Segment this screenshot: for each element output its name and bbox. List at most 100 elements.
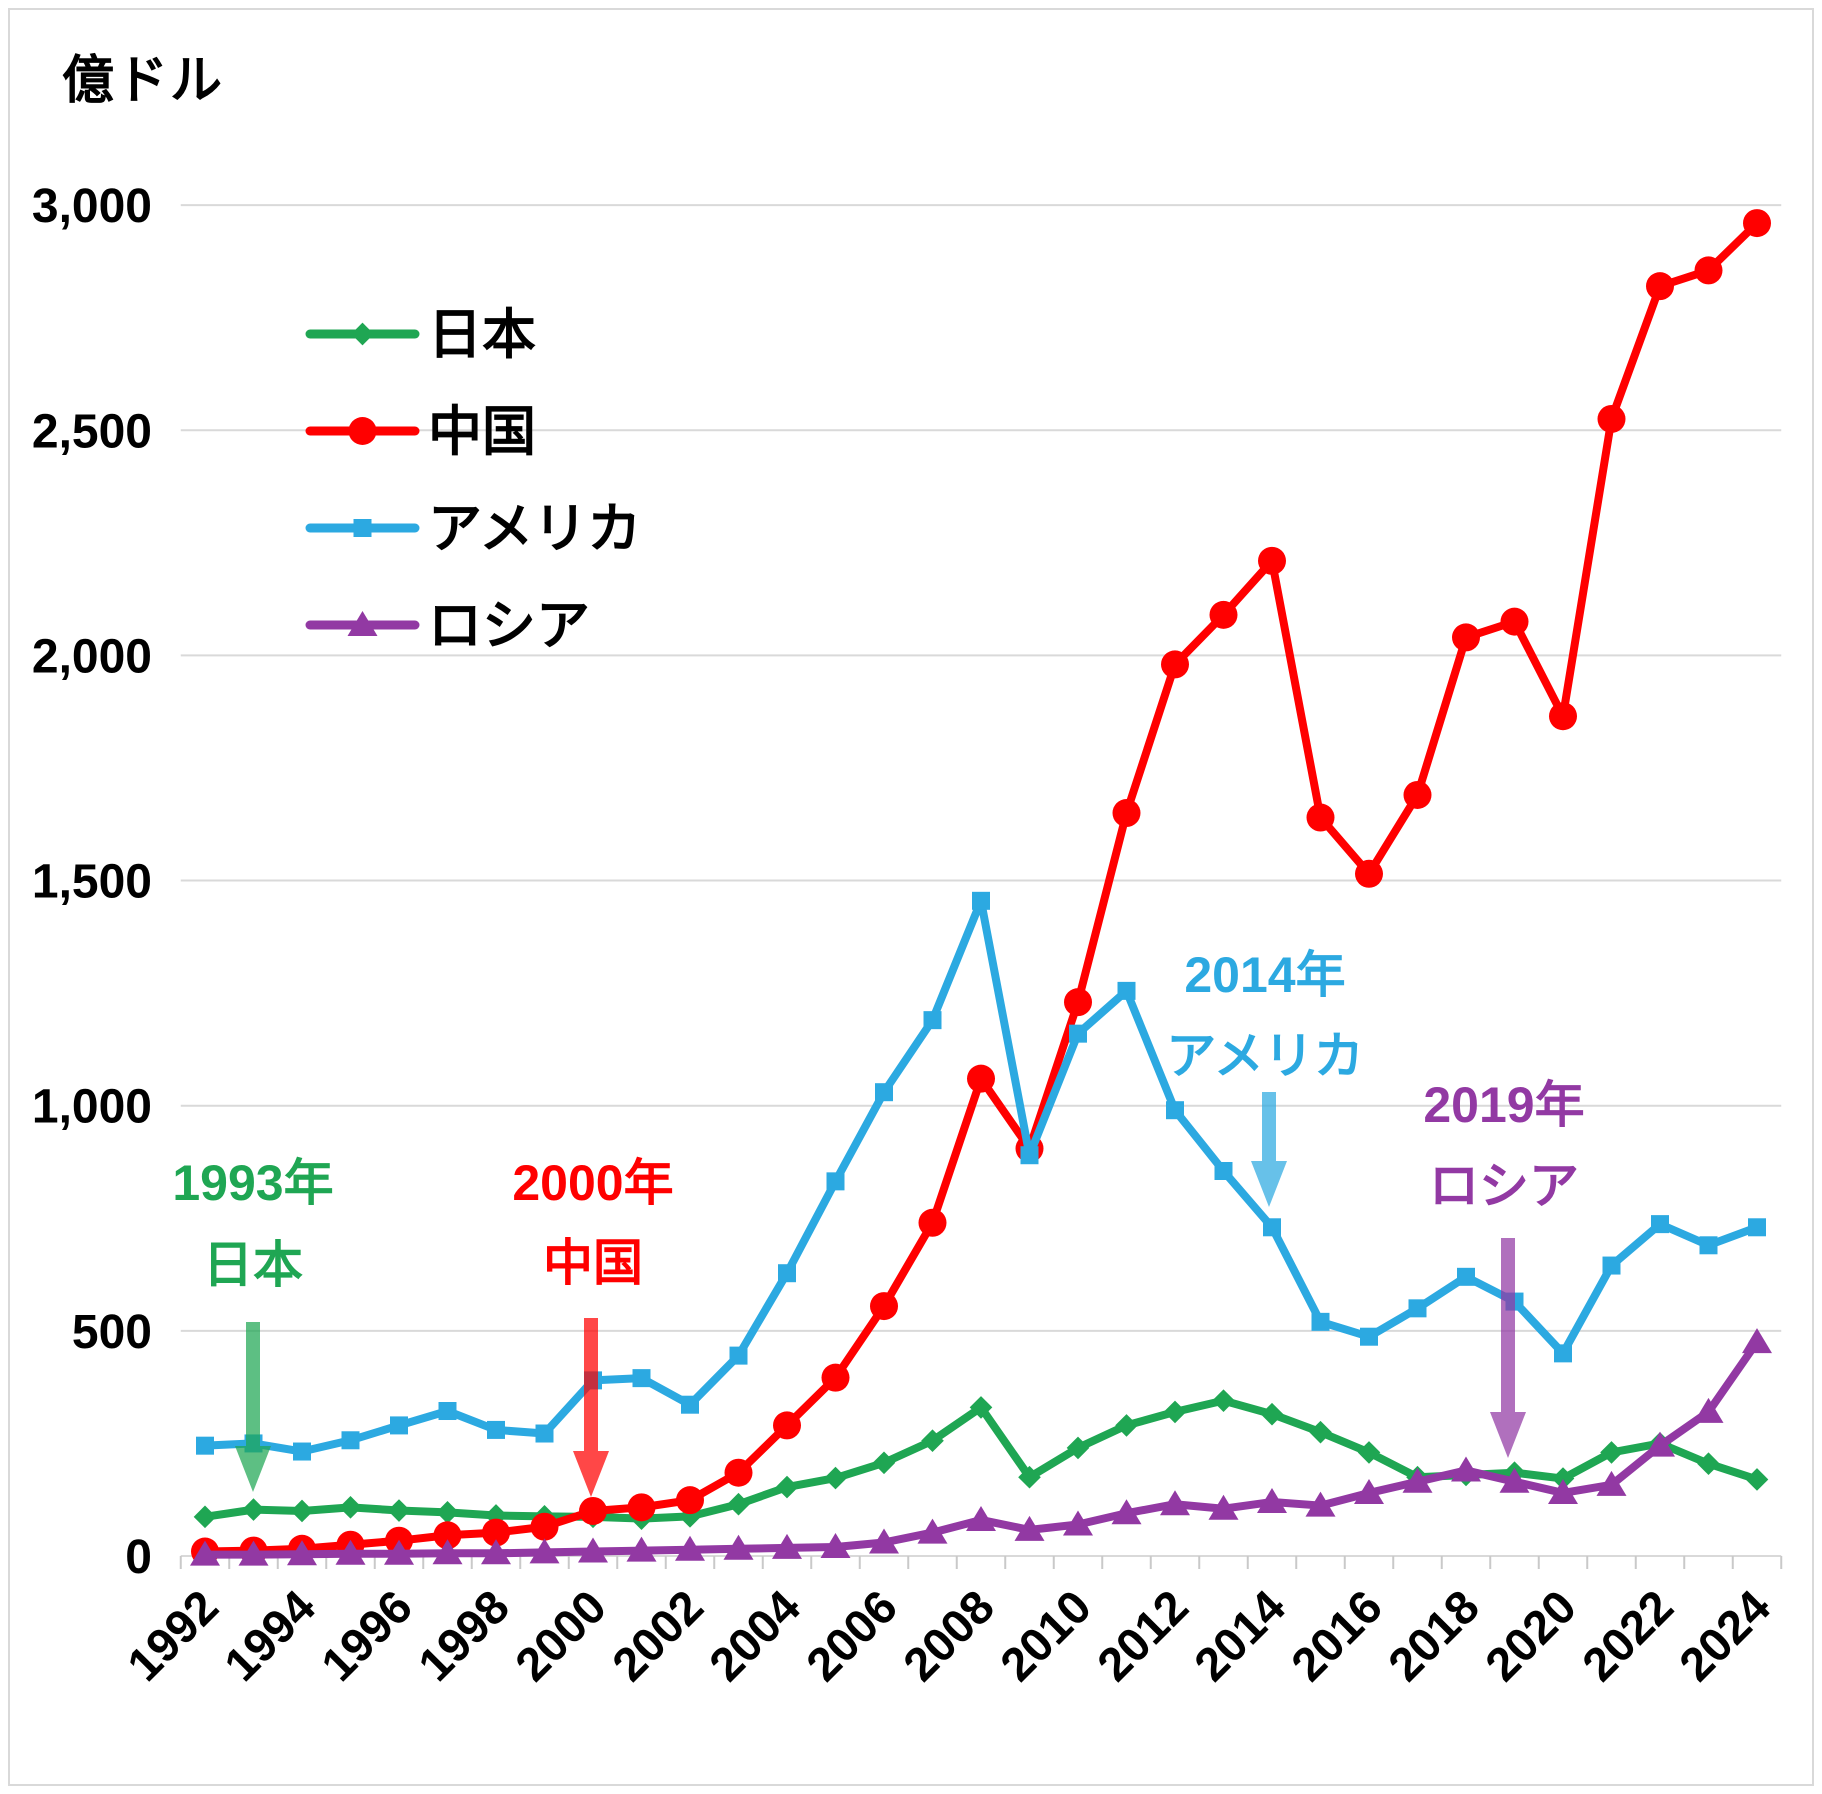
series-point-日本-1995 (339, 1496, 362, 1519)
series-point-中国-2019 (1500, 607, 1529, 636)
y-tick-label-2000: 2,000 (32, 630, 152, 683)
series-point-日本-2004 (775, 1475, 799, 1499)
series-point-アメリカ-2015 (1311, 1312, 1330, 1331)
series-point-アメリカ-2020 (1554, 1344, 1572, 1363)
series-point-中国-2002 (676, 1486, 704, 1515)
series-point-アメリカ-2016 (1360, 1327, 1378, 1346)
annotation-text-アメリカ-1: アメリカ (1166, 1028, 1364, 1084)
series-point-アメリカ-2007 (923, 1011, 942, 1030)
series-point-アメリカ-2001 (632, 1369, 651, 1388)
x-tick-label-2006: 2006 (796, 1580, 907, 1691)
series-point-日本-2006 (872, 1451, 896, 1475)
annotation-text-日本-0: 1993年 (172, 1155, 333, 1211)
series-point-ロシア-1999 (529, 1538, 560, 1564)
y-tick-label-1000: 1,000 (32, 1081, 152, 1134)
series-point-アメリカ-2017 (1408, 1299, 1427, 1318)
series-point-日本-2005 (824, 1466, 847, 1490)
series-point-日本-2016 (1357, 1441, 1381, 1464)
series-point-中国-2010 (1064, 988, 1092, 1017)
series-point-中国-2000 (579, 1496, 607, 1525)
x-tick-label-2002: 2002 (602, 1580, 713, 1691)
series-point-ロシア-2015 (1305, 1491, 1336, 1517)
series-point-アメリカ-2012 (1166, 1101, 1184, 1120)
series-point-ロシア-1993 (238, 1540, 269, 1566)
series-point-ロシア-1996 (384, 1539, 414, 1565)
annotation-text-ロシア-0: 2019年 (1423, 1077, 1584, 1133)
series-point-中国-2012 (1161, 650, 1189, 679)
legend-label-ロシア: ロシア (428, 596, 590, 656)
series-point-アメリカ-2009 (1020, 1146, 1039, 1165)
annotation-arrow-shaft-ロシア (1501, 1238, 1515, 1412)
series-point-日本-1992 (193, 1505, 217, 1529)
series-point-ロシア-1992 (190, 1540, 220, 1566)
annotation-arrow-head-ロシア (1490, 1412, 1526, 1458)
legend-label-アメリカ: アメリカ (428, 499, 641, 559)
series-point-ロシア-2007 (917, 1518, 948, 1544)
y-tick-label-500: 500 (72, 1306, 152, 1359)
series-point-アメリカ-1998 (487, 1420, 505, 1439)
series-point-アメリカ-1992 (196, 1436, 214, 1455)
legend-label-中国: 中国 (428, 402, 536, 462)
series-point-アメリカ-2003 (729, 1346, 748, 1365)
series-point-中国-2020 (1549, 702, 1577, 731)
annotation-text-中国-0: 2000年 (512, 1155, 673, 1211)
series-point-中国-1999 (530, 1512, 559, 1541)
series-point-アメリカ-1999 (535, 1424, 554, 1443)
series-point-中国-2021 (1597, 404, 1626, 433)
x-tick-label-2000: 2000 (505, 1580, 616, 1691)
series-point-中国-2011 (1112, 799, 1141, 828)
series-point-アメリカ-1995 (341, 1431, 360, 1450)
series-point-中国-2008 (967, 1064, 995, 1093)
x-tick-label-2014: 2014 (1184, 1580, 1295, 1691)
series-point-中国-1997 (433, 1521, 462, 1550)
series-point-中国-2022 (1646, 272, 1674, 301)
series-point-ロシア-2012 (1160, 1490, 1190, 1516)
series-point-アメリカ-1997 (438, 1402, 457, 1421)
series-point-ロシア-2010 (1063, 1510, 1093, 1536)
series-point-アメリカ-2005 (826, 1172, 845, 1191)
series-point-日本-2020 (1551, 1467, 1575, 1490)
series-point-中国-2017 (1403, 780, 1432, 809)
series-point-中国-2005 (821, 1363, 850, 1392)
series-point-ロシア-2024 (1742, 1328, 1772, 1354)
series-point-ロシア-2022 (1645, 1431, 1675, 1457)
series-point-日本-1994 (290, 1499, 314, 1523)
series-point-ロシア-2003 (723, 1534, 754, 1560)
series-point-日本-2024 (1745, 1468, 1769, 1491)
annotation-arrow-shaft-日本 (246, 1322, 260, 1446)
y-tick-label-0: 0 (125, 1531, 152, 1584)
annotation-arrow-shaft-アメリカ (1262, 1092, 1276, 1161)
series-point-日本-2008 (969, 1396, 993, 1419)
series-point-中国-2001 (627, 1493, 656, 1522)
annotation-text-アメリカ-0: 2014年 (1184, 947, 1345, 1003)
series-point-アメリカ-2014 (1263, 1218, 1281, 1237)
y-tick-label-3000: 3,000 (32, 180, 152, 233)
series-point-ロシア-2014 (1257, 1487, 1287, 1513)
series-point-中国-2004 (773, 1411, 801, 1440)
series-point-中国-1998 (482, 1518, 510, 1547)
series-point-日本-2011 (1115, 1414, 1138, 1437)
series-point-日本-2012 (1163, 1400, 1187, 1424)
series-point-ロシア-2023 (1693, 1397, 1724, 1423)
x-tick-label-1996: 1996 (311, 1580, 422, 1691)
x-tick-label-2024: 2024 (1669, 1580, 1780, 1691)
annotation-text-中国-1: 中国 (543, 1235, 643, 1291)
series-point-ロシア-2021 (1596, 1470, 1627, 1496)
x-tick-label-2004: 2004 (699, 1580, 810, 1691)
series-point-ロシア-2004 (772, 1533, 802, 1559)
series-point-ロシア-2018 (1451, 1456, 1481, 1482)
series-point-中国-2016 (1355, 859, 1383, 888)
series-point-ロシア-2009 (1014, 1515, 1045, 1541)
series-point-ロシア-2011 (1111, 1499, 1142, 1525)
y-tick-label-1500: 1,500 (32, 856, 152, 909)
series-point-中国-2003 (724, 1458, 753, 1487)
series-point-ロシア-2019 (1499, 1467, 1530, 1493)
series-point-中国-2023 (1694, 256, 1723, 285)
series-point-日本-2009 (1018, 1465, 1041, 1489)
annotation-arrow-head-中国 (573, 1451, 609, 1497)
series-point-日本-1997 (436, 1501, 459, 1524)
series-point-中国-2014 (1258, 546, 1286, 575)
series-point-ロシア-2020 (1548, 1478, 1578, 1504)
series-point-ロシア-2008 (966, 1505, 996, 1531)
